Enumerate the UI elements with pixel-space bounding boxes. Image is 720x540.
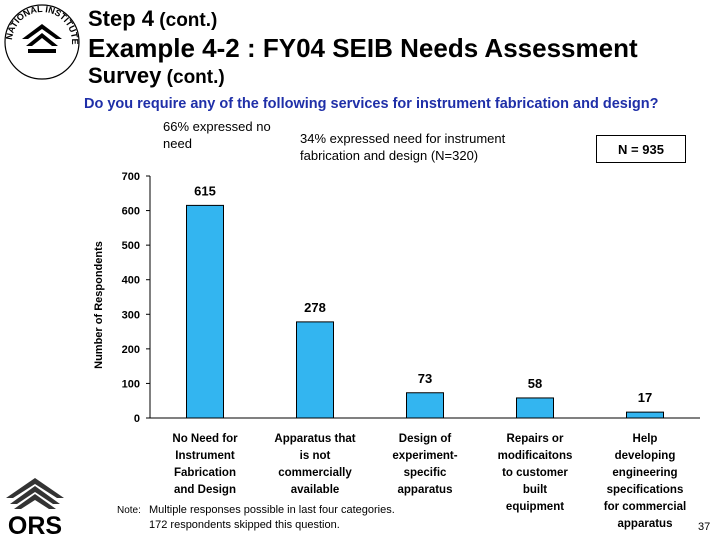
sample-size-box: N = 935: [596, 135, 686, 163]
y-tick-label: 700: [122, 171, 140, 183]
category-label: Repairs or: [507, 433, 564, 445]
category-label: experiment-: [392, 450, 457, 462]
category-label: available: [291, 484, 340, 496]
y-tick-label: 400: [122, 275, 140, 287]
footnote-line-2: 172 respondents skipped this question.: [149, 519, 340, 531]
survey-question: Do you require any of the following serv…: [84, 96, 659, 112]
y-tick-label: 600: [122, 206, 140, 218]
category-label: is not: [300, 450, 331, 462]
category-label: built: [523, 484, 547, 496]
ors-logo-text: ORS: [8, 512, 62, 538]
page-number: 37: [698, 521, 711, 533]
y-tick-label: 300: [122, 309, 140, 321]
y-tick-label: 100: [122, 378, 140, 390]
category-label: Apparatus that: [274, 433, 355, 445]
bar: [186, 204, 224, 419]
no-need-annotation: 66% expressed no need: [163, 119, 271, 151]
category-label: for commercial: [604, 501, 686, 513]
category-label: equipment: [506, 501, 564, 513]
category-label: apparatus: [398, 484, 453, 496]
footnote-line-1: Multiple responses possible in last four…: [149, 504, 395, 516]
data-label: 615: [194, 183, 216, 198]
title-line-3: Survey (cont.): [88, 63, 225, 88]
title-line-1: Step 4 (cont.): [88, 6, 218, 31]
category-label: specifications: [607, 484, 684, 496]
category-label: and Design: [174, 484, 236, 496]
category-label: developing: [615, 450, 676, 462]
footnote: Note: Multiple responses possible in last…: [117, 503, 395, 532]
ors-logo: ORS: [6, 478, 64, 538]
data-label: 278: [304, 300, 326, 315]
bar: [296, 321, 334, 419]
y-tick-label: 500: [122, 240, 140, 252]
category-label: to customer: [502, 467, 568, 479]
category-label: Instrument: [175, 450, 235, 462]
footnote-label: Note:: [117, 505, 141, 516]
y-tick-label: 200: [122, 344, 140, 356]
bar: [406, 392, 444, 419]
category-label: specific: [404, 467, 447, 479]
category-label: Fabrication: [174, 467, 236, 479]
data-label: 17: [638, 390, 652, 405]
category-label: engineering: [612, 467, 677, 479]
category-label: Design of: [399, 433, 452, 445]
y-axis-title: Number of Respondents: [93, 241, 105, 369]
data-label: 58: [528, 376, 542, 391]
category-label: No Need for: [172, 433, 238, 445]
category-label: modificaitons: [498, 450, 573, 462]
y-tick-label: 0: [134, 413, 140, 425]
title-line-2: Example 4-2 : FY04 SEIB Needs Assessment: [88, 33, 638, 63]
data-label: 73: [418, 371, 432, 386]
category-label: commercially: [278, 467, 352, 479]
category-label: Help: [633, 433, 658, 445]
category-label: apparatus: [618, 518, 673, 530]
bar: [626, 411, 664, 419]
bar: [516, 397, 554, 419]
need-annotation: 34% expressed need for instrument fabric…: [300, 131, 506, 163]
